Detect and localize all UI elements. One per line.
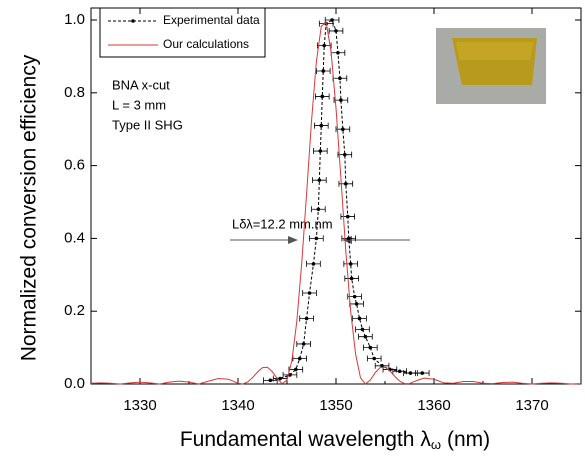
- data-point: [278, 376, 282, 381]
- y-tick-label: 0.8: [64, 84, 85, 101]
- data-point: [380, 364, 384, 368]
- data-point: [354, 302, 359, 306]
- data-point: [363, 334, 368, 339]
- annotation: Lδλ=12.2 mm.nm: [232, 216, 333, 231]
- x-label-subscript: ω: [431, 437, 441, 452]
- data-point: [320, 94, 325, 99]
- data-point: [344, 182, 348, 186]
- data-point: [336, 50, 340, 55]
- data-point: [317, 178, 322, 182]
- annotation: BNA x-cut: [112, 77, 170, 92]
- data-point: [330, 18, 334, 22]
- data-point: [307, 291, 312, 295]
- x-label-text: Fundamental wavelength λ: [180, 428, 431, 451]
- y-tick-label: 1.0: [64, 11, 85, 28]
- data-point: [301, 342, 306, 346]
- y-tick-label: 0.0: [64, 375, 85, 392]
- data-point: [408, 371, 413, 375]
- x-tick-label: 1340: [221, 397, 254, 414]
- y-tick-label: 0.2: [64, 302, 85, 319]
- data-point: [341, 127, 345, 132]
- data-point: [288, 373, 292, 377]
- data-point: [372, 356, 377, 361]
- x-label-unit: (nm): [447, 428, 490, 451]
- data-point: [397, 369, 402, 374]
- legend-label: Our calculations: [163, 37, 249, 51]
- data-point: [345, 214, 350, 219]
- legend-marker: [131, 19, 135, 23]
- data-point: [334, 29, 338, 33]
- data-point: [339, 98, 343, 102]
- x-tick-label: 1370: [515, 397, 548, 414]
- series-line: [270, 19, 423, 381]
- fwhm-arrows: [230, 236, 410, 244]
- data-point: [304, 316, 309, 321]
- data-point: [322, 43, 327, 48]
- x-tick-label: 1330: [123, 397, 156, 414]
- inset-photo: [436, 28, 546, 104]
- data-point: [338, 76, 342, 81]
- legend: [99, 7, 266, 58]
- x-tick-label: 1350: [319, 397, 352, 414]
- y-tick-label: 0.6: [64, 157, 85, 174]
- data-point: [294, 367, 298, 372]
- data-point: [314, 236, 319, 241]
- data-point: [316, 207, 321, 212]
- series-line: [90, 21, 582, 385]
- annotation: L = 3 mm: [112, 97, 166, 112]
- data-point: [319, 123, 324, 128]
- data-point: [297, 356, 302, 361]
- data-point: [349, 276, 354, 281]
- x-tick-label: 1360: [417, 397, 450, 414]
- y-axis-label: Normalized conversion efficiency: [18, 54, 41, 361]
- data-point: [360, 327, 365, 332]
- annotation: Type II SHG: [112, 117, 183, 132]
- data-point: [368, 345, 373, 350]
- legend-label: Experimental data: [163, 13, 260, 27]
- data-point: [348, 262, 353, 266]
- data-point: [357, 316, 362, 321]
- y-tick-label: 0.4: [64, 229, 85, 246]
- data-point: [343, 152, 347, 157]
- data-point: [311, 262, 316, 266]
- data-point: [268, 378, 273, 383]
- data-point: [420, 371, 425, 375]
- x-axis-label: Fundamental wavelength λω (nm): [180, 428, 490, 453]
- data-point: [352, 294, 357, 299]
- data-point: [346, 236, 351, 241]
- data-point: [321, 69, 326, 73]
- data-point: [318, 149, 323, 153]
